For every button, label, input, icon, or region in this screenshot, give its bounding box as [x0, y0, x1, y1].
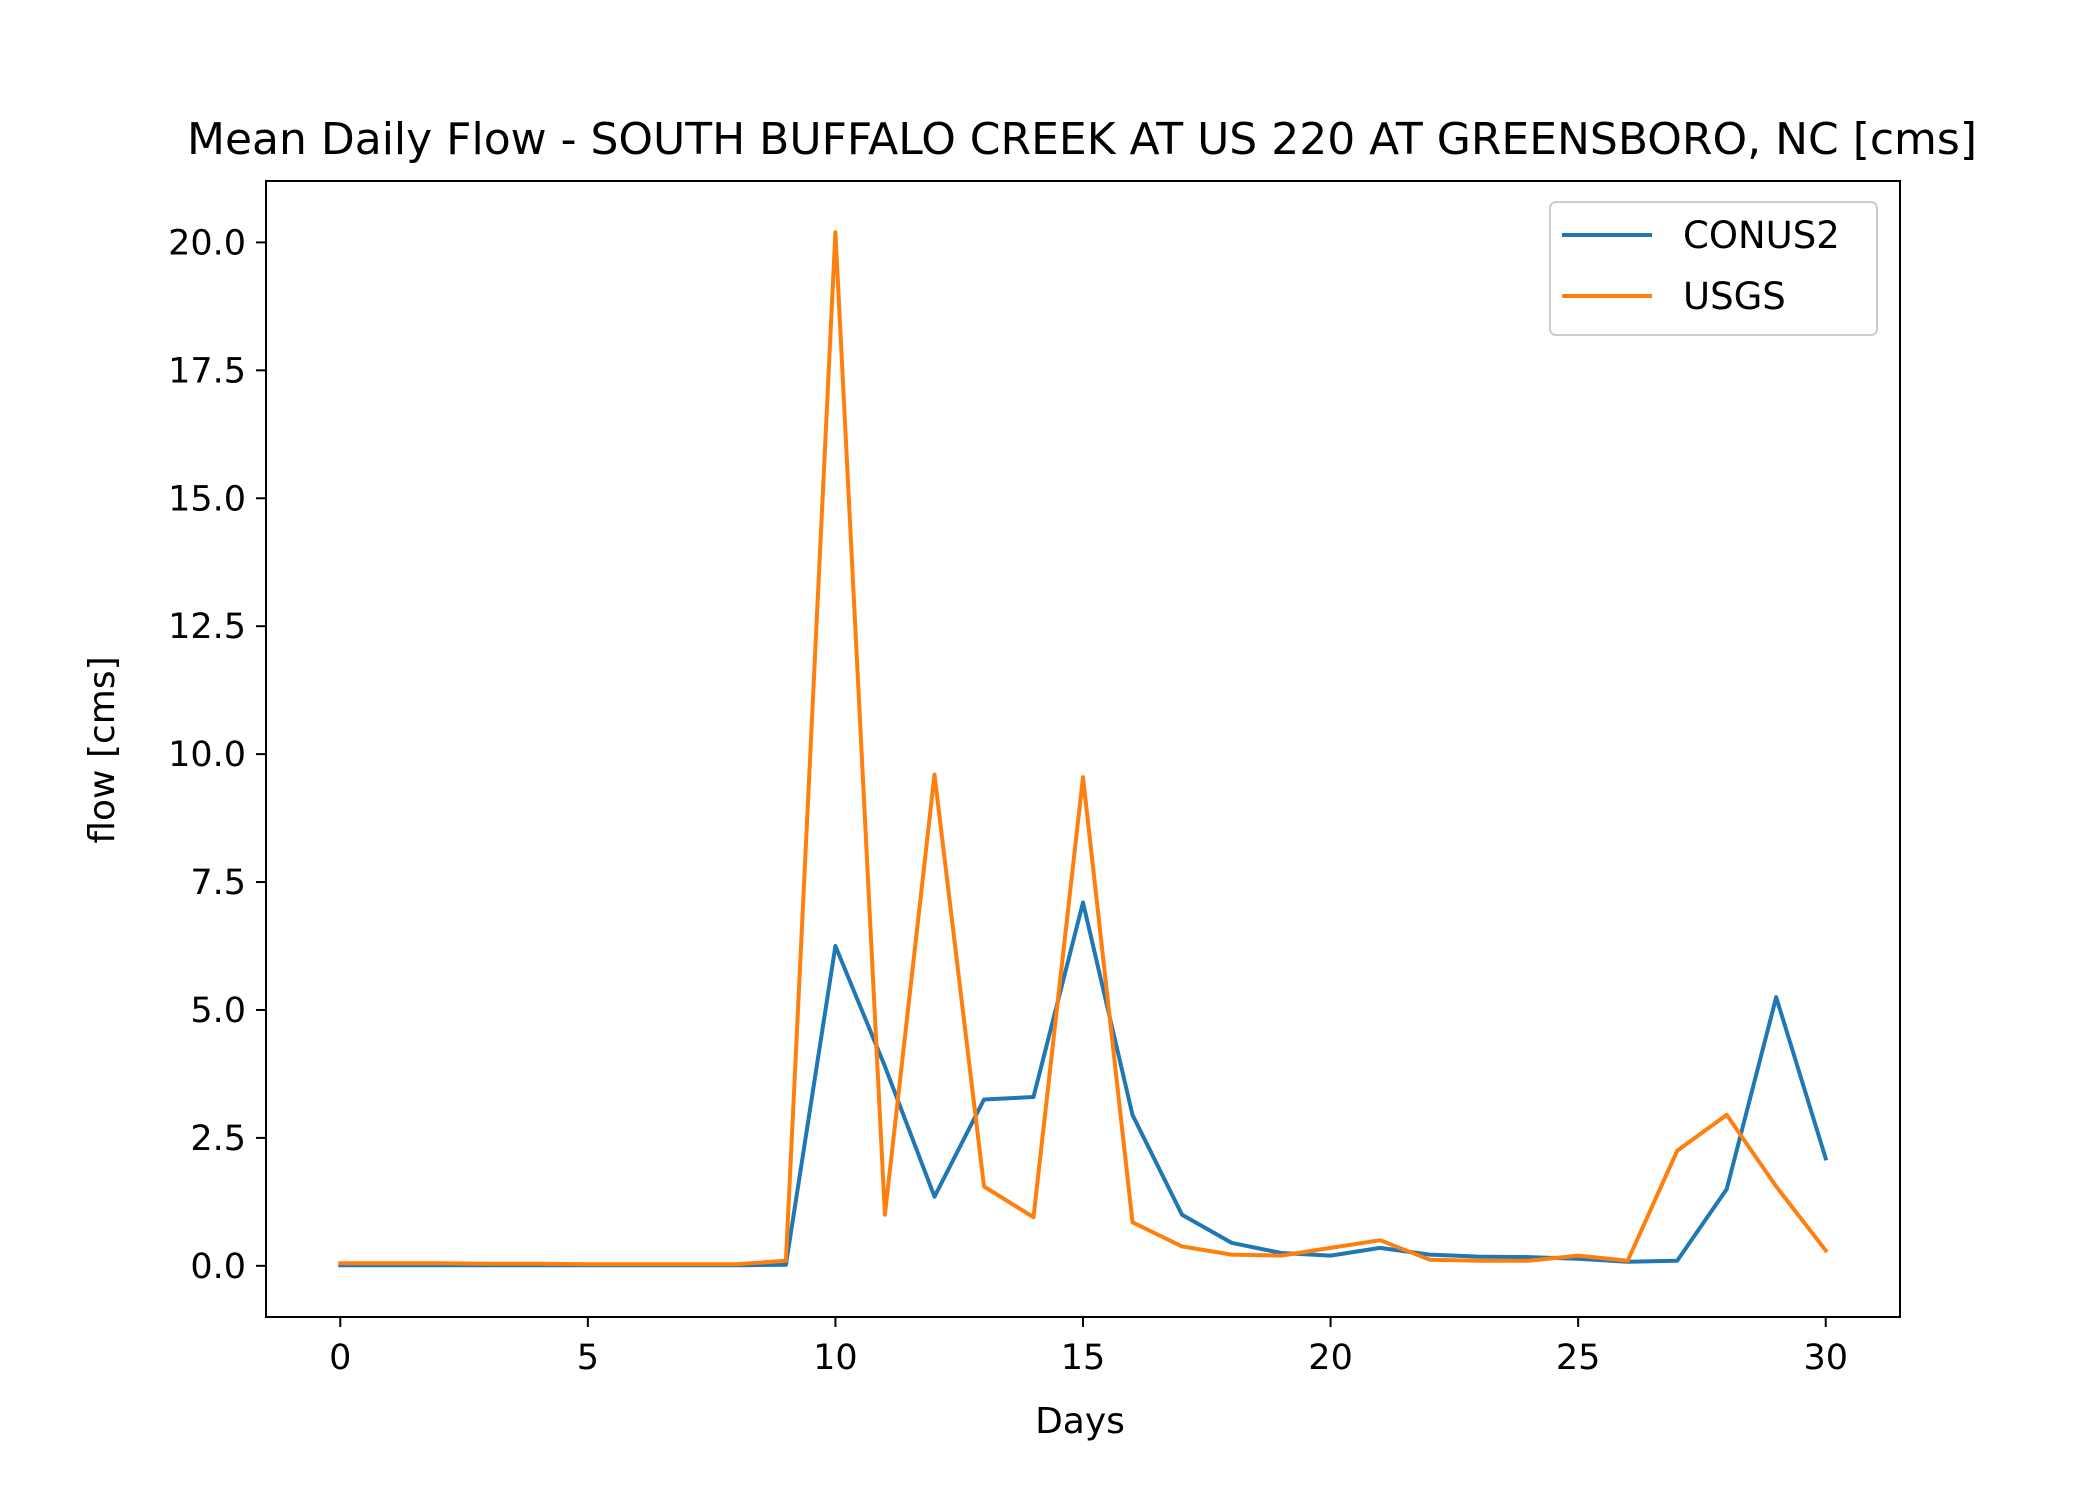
y-tick-label-0.0: 0.0 — [190, 1247, 246, 1287]
y-tick-label-7.5: 7.5 — [190, 863, 246, 903]
y-tick-label-12.5: 12.5 — [168, 607, 246, 647]
y-tick-label-10.0: 10.0 — [168, 735, 246, 775]
series-line-usgs — [338, 230, 1829, 1267]
plot-area — [265, 180, 1901, 1318]
x-axis: 0 5 10 15 20 25 30 — [329, 1317, 1848, 1378]
y-tick-label-2.5: 2.5 — [190, 1119, 246, 1159]
x-tick-label-10: 10 — [813, 1338, 858, 1378]
y-axis: 0.0 2.5 5.0 7.5 10.0 12.5 15.0 17.5 20.0 — [168, 223, 266, 1287]
x-tick-label-30: 30 — [1803, 1338, 1848, 1378]
x-tick-label-15: 15 — [1061, 1338, 1106, 1378]
chart-title: Mean Daily Flow - SOUTH BUFFALO CREEK AT… — [187, 114, 1977, 165]
legend-label-conus2: CONUS2 — [1683, 214, 1840, 257]
x-tick-label-20: 20 — [1308, 1338, 1353, 1378]
y-tick-label-5.0: 5.0 — [190, 991, 246, 1031]
y-axis-label: flow [cms] — [82, 656, 123, 843]
x-tick-label-25: 25 — [1556, 1338, 1601, 1378]
x-tick-label-0: 0 — [329, 1338, 351, 1378]
series-layer — [338, 230, 1829, 1268]
x-tick-label-5: 5 — [577, 1338, 599, 1378]
plot-frame — [265, 180, 1901, 1318]
y-tick-label-17.5: 17.5 — [168, 351, 246, 391]
legend-label-usgs: USGS — [1683, 275, 1786, 318]
legend: CONUS2 USGS — [1549, 201, 1878, 336]
y-tick-label-20.0: 20.0 — [168, 223, 246, 263]
y-tick-label-15.0: 15.0 — [168, 479, 246, 519]
x-axis-label: Days — [1035, 1401, 1125, 1442]
